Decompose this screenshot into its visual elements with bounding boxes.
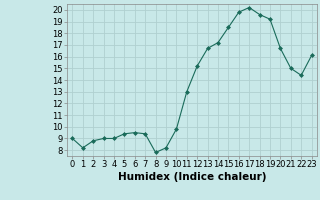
X-axis label: Humidex (Indice chaleur): Humidex (Indice chaleur) xyxy=(118,172,266,182)
